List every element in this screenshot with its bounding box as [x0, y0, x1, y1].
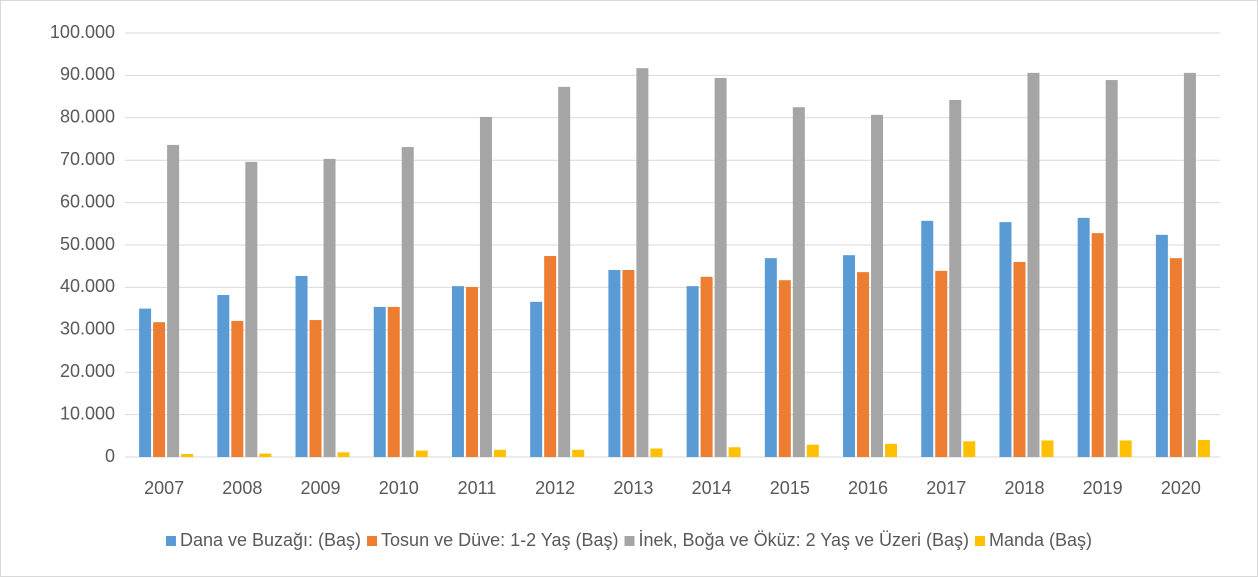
- x-tick-label: 2017: [926, 478, 966, 498]
- x-tick-label: 2012: [535, 478, 575, 498]
- x-tick-label: 2018: [1004, 478, 1044, 498]
- y-tick-label: 40.000: [60, 276, 115, 296]
- bar: [295, 275, 308, 457]
- bar: [1169, 258, 1182, 457]
- bar: [686, 286, 699, 457]
- y-tick-label: 90.000: [60, 64, 115, 84]
- x-tick-label: 2019: [1083, 478, 1123, 498]
- bar: [530, 301, 543, 457]
- bar: [963, 441, 976, 457]
- bar: [558, 86, 571, 458]
- x-tick-label: 2011: [458, 478, 497, 498]
- x-tick-label: 2014: [692, 478, 732, 498]
- bar: [949, 99, 962, 457]
- legend-marker: [624, 536, 635, 546]
- y-tick-label: 60.000: [60, 191, 115, 211]
- bar: [806, 444, 819, 457]
- bar: [700, 276, 713, 457]
- bar: [1041, 440, 1054, 457]
- y-tick-label: 0: [105, 446, 115, 466]
- x-tick-label: 2013: [613, 478, 653, 498]
- bar: [935, 270, 948, 457]
- bar: [493, 449, 506, 457]
- bar: [451, 286, 464, 457]
- bar: [337, 452, 350, 457]
- bar: [857, 272, 870, 457]
- y-tick-label: 100.000: [50, 22, 115, 42]
- bar: [608, 270, 621, 457]
- bar: [871, 114, 884, 457]
- bar: [217, 295, 230, 457]
- bar: [167, 144, 180, 457]
- bar: [139, 308, 152, 457]
- bar: [153, 322, 166, 457]
- bar: [714, 77, 727, 457]
- bar: [650, 448, 663, 457]
- bar: [764, 258, 777, 457]
- bar: [401, 147, 414, 457]
- bar: [885, 443, 898, 457]
- bar: [728, 447, 741, 457]
- y-tick-label: 20.000: [60, 361, 115, 381]
- y-tick-label: 10.000: [60, 403, 115, 423]
- bar: [465, 286, 478, 457]
- bar: [921, 220, 934, 457]
- bar: [622, 270, 635, 457]
- bar: [231, 320, 244, 457]
- bar: [309, 320, 322, 457]
- bar: [323, 158, 336, 458]
- bar: [999, 222, 1012, 457]
- bar: [387, 306, 400, 457]
- legend-label: İnek, Boğa ve Öküz: 2 Yaş ve Üzeri (Baş): [639, 530, 969, 550]
- legend-marker: [367, 536, 378, 546]
- x-tick-label: 2010: [379, 478, 419, 498]
- bar: [1155, 234, 1168, 457]
- bar: [181, 454, 194, 457]
- legend-label: Manda (Baş): [989, 530, 1092, 550]
- bar: [572, 449, 585, 457]
- bar: [1077, 217, 1090, 457]
- bar: [792, 107, 805, 457]
- bar: [373, 306, 386, 457]
- bar: [1091, 233, 1104, 457]
- x-tick-label: 2008: [222, 478, 262, 498]
- bar: [415, 450, 428, 457]
- y-tick-label: 80.000: [60, 107, 115, 127]
- bar: [259, 453, 272, 457]
- bar: [245, 161, 258, 457]
- y-tick-label: 50.000: [60, 234, 115, 254]
- bar: [778, 280, 791, 457]
- y-tick-label: 30.000: [60, 319, 115, 339]
- x-tick-label: 2016: [848, 478, 888, 498]
- bar: [544, 256, 557, 457]
- bar: [1105, 80, 1118, 458]
- bar: [843, 255, 856, 457]
- bar: [1013, 261, 1026, 457]
- x-tick-label: 2020: [1161, 478, 1201, 498]
- bar: [479, 116, 492, 458]
- x-tick-label: 2015: [770, 478, 810, 498]
- bar: [636, 68, 649, 457]
- bar: [1197, 440, 1210, 457]
- bar: [1119, 440, 1132, 457]
- legend-label: Tosun ve Düve: 1-2 Yaş (Baş): [381, 530, 618, 550]
- x-tick-label: 2007: [144, 478, 184, 498]
- x-tick-label: 2009: [301, 478, 341, 498]
- bar: [1027, 72, 1040, 457]
- legend-marker: [165, 536, 176, 546]
- legend-label: Dana ve Buzağı: (Baş): [180, 530, 361, 550]
- bar: [1183, 72, 1196, 457]
- y-tick-label: 70.000: [60, 149, 115, 169]
- legend-marker: [974, 536, 985, 546]
